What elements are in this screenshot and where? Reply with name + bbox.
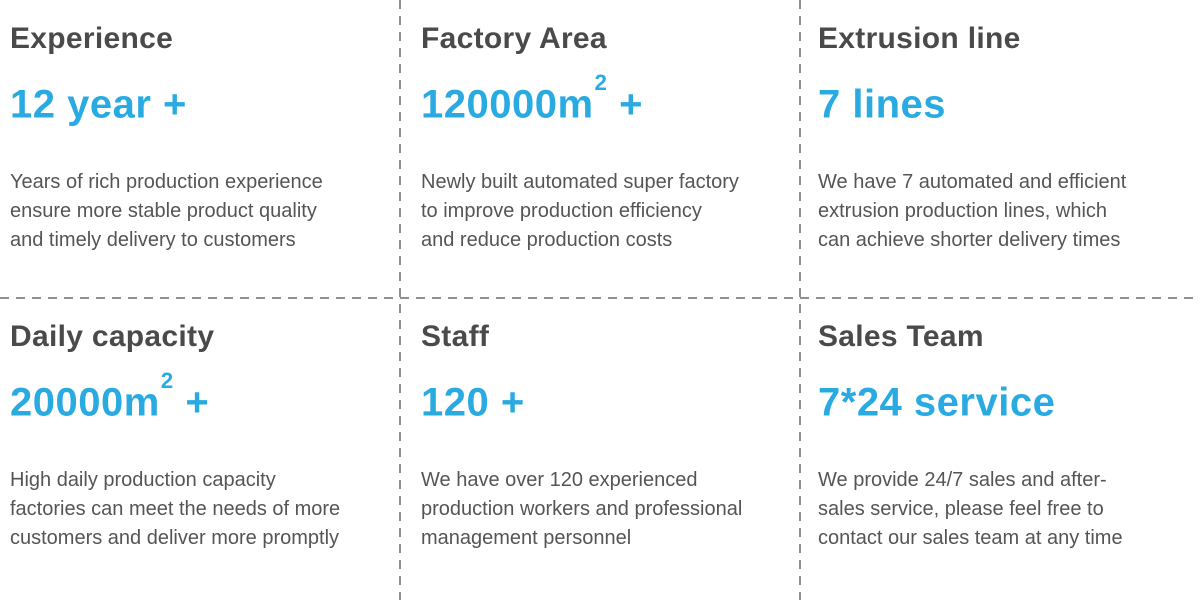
stat-description: We have 7 automated and efficient extrus… (818, 171, 1127, 252)
stat-cell-staff: Staff 120 + We have over 120 experienced… (400, 298, 800, 600)
stat-value-superscript: 2 (160, 367, 174, 393)
stat-description: We have over 120 experienced production … (421, 469, 743, 550)
stat-description: Newly built automated super factory to i… (421, 171, 739, 252)
stat-description: High daily production capacity factories… (10, 469, 341, 550)
stat-value-main: 120000m (421, 82, 594, 127)
stat-value: 120 + (421, 368, 772, 428)
stat-title: Experience (10, 22, 174, 55)
stat-value-main: 7*24 service (818, 380, 1056, 425)
stat-value: 120000m2 + (421, 70, 772, 130)
vertical-dashed-divider-1 (399, 0, 401, 600)
stat-value-main: 20000m (10, 380, 160, 425)
stat-title: Staff (421, 320, 490, 353)
stat-description: We provide 24/7 sales and after- sales s… (818, 469, 1123, 550)
stat-cell-daily-capacity: Daily capacity 20000m2 + High daily prod… (0, 298, 400, 600)
vertical-dashed-divider-2 (799, 0, 801, 600)
stat-value-suffix: + (607, 82, 643, 127)
stat-value: 7 lines (818, 70, 1172, 130)
stat-value: 20000m2 + (10, 368, 372, 428)
stat-value-main: 120 + (421, 380, 525, 425)
stat-title: Factory Area (421, 22, 607, 55)
stat-cell-factory-area: Factory Area 120000m2 + Newly built auto… (400, 0, 800, 298)
horizontal-dashed-divider (0, 297, 1200, 299)
stat-value-superscript: 2 (594, 69, 608, 95)
stat-cell-sales-team: Sales Team 7*24 service We provide 24/7 … (800, 298, 1200, 600)
stat-value: 12 year + (10, 70, 372, 130)
stat-value-suffix: + (173, 380, 210, 425)
stat-title: Sales Team (818, 320, 984, 353)
stat-title: Daily capacity (10, 320, 215, 353)
stat-title: Extrusion line (818, 22, 1021, 55)
stat-value-main: 7 lines (818, 82, 947, 127)
stat-cell-extrusion-line: Extrusion line 7 lines We have 7 automat… (800, 0, 1200, 298)
stat-value-main: 12 year + (10, 82, 187, 127)
stat-description: Years of rich production experience ensu… (10, 171, 323, 252)
stat-cell-experience: Experience 12 year + Years of rich produ… (0, 0, 400, 298)
stat-value: 7*24 service (818, 368, 1172, 428)
